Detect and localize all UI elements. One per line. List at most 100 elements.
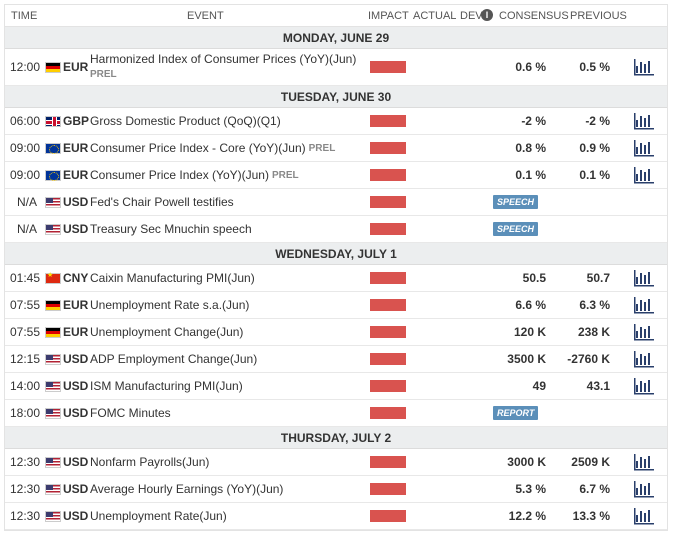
- bar-chart-icon[interactable]: [633, 139, 655, 157]
- event-name[interactable]: Unemployment Rate s.a.(Jun): [90, 292, 365, 318]
- header-previous[interactable]: PREVIOUS: [570, 10, 627, 22]
- bar-chart-icon[interactable]: [633, 480, 655, 498]
- previous-value: 2509 K: [571, 455, 610, 469]
- event-title[interactable]: Fed's Chair Powell testifies: [90, 194, 234, 209]
- header-dev[interactable]: DEV: [460, 10, 483, 22]
- event-tag: PREL: [90, 69, 117, 80]
- event-title[interactable]: Average Hourly Earnings (YoY)(Jun): [90, 481, 284, 496]
- table-row[interactable]: N/A USD Fed's Chair Powell testifies SPEECH: [5, 189, 667, 216]
- event-title[interactable]: FOMC Minutes: [90, 405, 171, 420]
- table-row[interactable]: 09:00 EUR Consumer Price Index - Core (YoY…: [5, 135, 667, 162]
- event-name[interactable]: ISM Manufacturing PMI(Jun): [90, 373, 365, 399]
- event-time: 09:00: [10, 141, 41, 155]
- event-time: 18:00: [10, 406, 41, 420]
- header-impact[interactable]: IMPACT: [368, 10, 409, 22]
- event-time: 12:15: [10, 352, 41, 366]
- consensus-value: 12.2 %: [508, 509, 546, 523]
- header-time[interactable]: TIME: [11, 10, 38, 22]
- previous-value: 13.3 %: [572, 509, 610, 523]
- event-title[interactable]: Caixin Manufacturing PMI(Jun): [90, 270, 255, 285]
- impact-indicator: [370, 61, 406, 73]
- event-name[interactable]: FOMC Minutes: [90, 400, 365, 426]
- consensus-value: 49: [532, 379, 546, 393]
- bar-chart-icon[interactable]: [633, 269, 655, 287]
- impact-indicator: [370, 272, 406, 284]
- event-title[interactable]: Unemployment Change(Jun): [90, 324, 244, 339]
- event-type-badge: REPORT: [493, 406, 539, 420]
- flag-us-icon: [45, 196, 61, 208]
- header-consensus[interactable]: CONSENSUS: [499, 10, 569, 22]
- impact-indicator: [370, 483, 406, 495]
- event-title[interactable]: Consumer Price Index - Core (YoY)(Jun): [90, 140, 306, 155]
- table-row[interactable]: 12:30 USD Unemployment Rate(Jun) 12.2 % 13.3…: [5, 503, 667, 530]
- impact-indicator: [370, 510, 406, 522]
- event-name[interactable]: Nonfarm Payrolls(Jun): [90, 449, 365, 475]
- event-name[interactable]: Consumer Price Index (YoY)(Jun) PREL: [90, 162, 365, 188]
- header-actual[interactable]: ACTUAL: [413, 10, 457, 22]
- bar-chart-icon[interactable]: [633, 377, 655, 395]
- table-row[interactable]: 06:00 GBP Gross Domestic Product (QoQ)(Q1)…: [5, 108, 667, 135]
- event-title[interactable]: Nonfarm Payrolls(Jun): [90, 454, 210, 469]
- event-title[interactable]: Unemployment Rate(Jun): [90, 508, 227, 523]
- event-time: 07:55: [10, 298, 41, 312]
- table-row[interactable]: 18:00 USD FOMC Minutes REPORT: [5, 400, 667, 427]
- previous-value: -2760 K: [567, 352, 610, 366]
- event-name[interactable]: ADP Employment Change(Jun): [90, 346, 365, 372]
- bar-chart-icon[interactable]: [633, 166, 655, 184]
- table-row[interactable]: N/A USD Treasury Sec Mnuchin speech SPEECH: [5, 216, 667, 243]
- bar-chart-icon[interactable]: [633, 507, 655, 525]
- event-time: N/A: [16, 195, 37, 209]
- event-name[interactable]: Unemployment Change(Jun): [90, 319, 365, 345]
- table-row[interactable]: 12:30 USD Average Hourly Earnings (YoY)(Ju…: [5, 476, 667, 503]
- flag-us-icon: [45, 407, 61, 419]
- event-title[interactable]: Harmonized Index of Consumer Prices (YoY…: [90, 52, 357, 66]
- event-title[interactable]: Unemployment Rate s.a.(Jun): [90, 297, 250, 312]
- table-row[interactable]: 09:00 EUR Consumer Price Index (YoY)(Jun) P…: [5, 162, 667, 189]
- event-name[interactable]: Average Hourly Earnings (YoY)(Jun): [90, 476, 365, 502]
- flag-us-icon: [45, 510, 61, 522]
- info-icon[interactable]: i: [481, 9, 493, 21]
- event-time: 07:55: [10, 325, 41, 339]
- table-row[interactable]: 12:30 USD Nonfarm Payrolls(Jun) 3000 K 2509 …: [5, 449, 667, 476]
- table-row[interactable]: 12:00 EUR Harmonized Index of Consumer Pri…: [5, 49, 667, 86]
- table-row[interactable]: 07:55 EUR Unemployment Rate s.a.(Jun) 6.6 %…: [5, 292, 667, 319]
- event-name[interactable]: Treasury Sec Mnuchin speech: [90, 216, 365, 242]
- consensus-value: 3000 K: [507, 455, 546, 469]
- event-name[interactable]: Consumer Price Index - Core (YoY)(Jun) PR…: [90, 135, 365, 161]
- table-row[interactable]: 14:00 USD ISM Manufacturing PMI(Jun) 49 43.1: [5, 373, 667, 400]
- bar-chart-icon[interactable]: [633, 112, 655, 130]
- bar-chart-icon[interactable]: [633, 296, 655, 314]
- event-title[interactable]: ISM Manufacturing PMI(Jun): [90, 378, 243, 393]
- bar-chart-icon[interactable]: [633, 323, 655, 341]
- event-title[interactable]: ADP Employment Change(Jun): [90, 351, 258, 366]
- event-currency: CNY: [63, 271, 89, 285]
- impact-indicator: [370, 299, 406, 311]
- flag-us-icon: [45, 483, 61, 495]
- table-row[interactable]: 12:15 USD ADP Employment Change(Jun) 3500 K…: [5, 346, 667, 373]
- previous-value: 0.1 %: [579, 168, 610, 182]
- event-name[interactable]: Gross Domestic Product (QoQ)(Q1): [90, 108, 365, 134]
- event-currency: USD: [63, 352, 89, 366]
- event-name[interactable]: Unemployment Rate(Jun): [90, 503, 365, 529]
- event-name[interactable]: Caixin Manufacturing PMI(Jun): [90, 265, 365, 291]
- flag-us-icon: [45, 380, 61, 392]
- previous-value: 50.7: [586, 271, 610, 285]
- event-name[interactable]: Fed's Chair Powell testifies: [90, 189, 365, 215]
- flag-gb-icon: [45, 115, 61, 127]
- economic-calendar: TIME EVENT IMPACT ACTUAL DEV i CONSENSUS…: [4, 4, 668, 531]
- table-row[interactable]: 07:55 EUR Unemployment Change(Jun) 120 K 238…: [5, 319, 667, 346]
- bar-chart-icon[interactable]: [633, 350, 655, 368]
- bar-chart-icon[interactable]: [633, 58, 655, 76]
- event-title[interactable]: Consumer Price Index (YoY)(Jun): [90, 167, 269, 182]
- event-title[interactable]: Gross Domestic Product (QoQ)(Q1): [90, 113, 281, 128]
- header-event[interactable]: EVENT: [187, 10, 224, 22]
- event-title[interactable]: Treasury Sec Mnuchin speech: [90, 221, 252, 236]
- event-time: 01:45: [10, 271, 41, 285]
- event-name[interactable]: Harmonized Index of Consumer Prices (YoY…: [90, 49, 365, 85]
- event-time: 06:00: [10, 114, 41, 128]
- bar-chart-icon[interactable]: [633, 453, 655, 471]
- flag-us-icon: [45, 456, 61, 468]
- previous-value: 6.7 %: [579, 482, 610, 496]
- flag-eu-icon: [45, 169, 61, 181]
